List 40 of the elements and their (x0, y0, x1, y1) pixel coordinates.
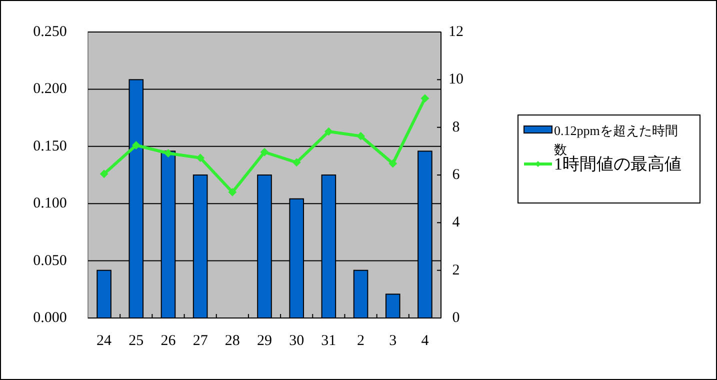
point (292, 158, 301, 166)
x-tick-label: 24 (96, 333, 112, 349)
point (388, 160, 397, 168)
point (324, 128, 333, 136)
legend-label: 1時間値の最高値 (554, 154, 682, 174)
x-tick-label: 30 (289, 333, 304, 349)
point (356, 132, 365, 140)
x-tick-label: 2 (357, 333, 365, 349)
y2-tick-label: 2 (452, 262, 460, 278)
y2-tick-label: 12 (448, 24, 464, 40)
x-tick-label: 4 (421, 333, 430, 349)
y-tick-label: 0.050 (33, 252, 67, 269)
x-tick-label: 25 (128, 333, 144, 349)
y2-tick-label: 8 (452, 119, 460, 136)
point (100, 170, 108, 178)
point (260, 148, 268, 156)
y2-tick-label: 10 (448, 72, 464, 88)
x-tick-label: 29 (257, 333, 272, 349)
x-tick-label: 27 (192, 333, 208, 349)
y2-tick-label: 4 (452, 214, 460, 231)
y2-tick-label: 6 (452, 167, 460, 183)
point (132, 141, 140, 150)
legend-label: 0.12ppmを超えた時間数 (554, 122, 678, 156)
point (228, 188, 236, 196)
point (196, 154, 204, 162)
y-tick-label: 0.100 (33, 196, 67, 212)
bar (385, 294, 400, 318)
y-tick-label: 0.000 (33, 310, 67, 326)
y-tick-label: 0.200 (33, 81, 67, 98)
x-tick-label: 26 (160, 333, 176, 349)
x-tick-label: 28 (224, 333, 240, 349)
y2-tick-label: 0 (452, 310, 460, 326)
x-tick-label: 31 (321, 333, 336, 349)
y-tick-label: 0.250 (33, 24, 67, 40)
x-tick-label: 3 (389, 333, 397, 349)
bar (96, 270, 112, 318)
bar (353, 270, 368, 318)
point (420, 94, 429, 102)
point (164, 149, 172, 158)
y-tick-label: 0.150 (33, 138, 67, 154)
